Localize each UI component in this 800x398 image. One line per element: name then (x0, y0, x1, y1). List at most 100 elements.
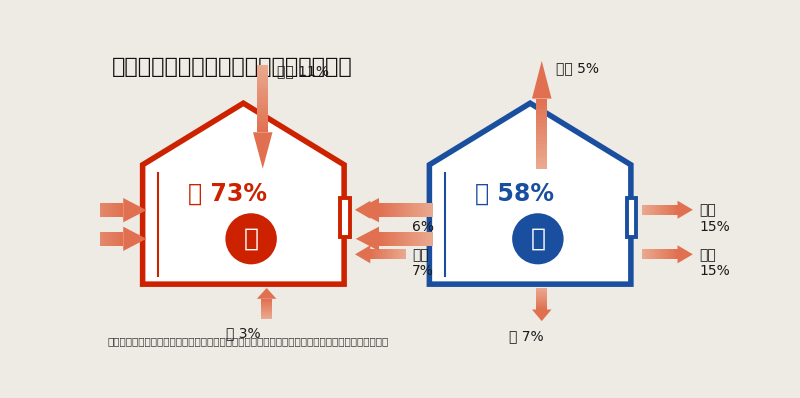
Bar (381, 232, 382, 246)
Bar (653, 249, 654, 259)
Bar (78, 232, 80, 246)
Bar (102, 203, 103, 217)
Text: 屋根 11%: 屋根 11% (277, 65, 329, 79)
Bar (393, 249, 394, 259)
Bar (658, 205, 660, 215)
Polygon shape (142, 103, 344, 284)
Bar (122, 232, 123, 246)
Bar (660, 249, 661, 259)
Bar (373, 249, 374, 259)
Bar (426, 203, 428, 217)
Bar (536, 299, 547, 300)
Bar (94, 203, 96, 217)
Bar (406, 203, 408, 217)
Polygon shape (356, 198, 379, 222)
Bar (258, 85, 268, 88)
Bar (114, 203, 116, 217)
Bar (258, 68, 268, 72)
Bar (402, 249, 404, 259)
Bar (536, 302, 547, 303)
Bar (103, 203, 105, 217)
Bar (536, 151, 547, 155)
Bar (418, 203, 421, 217)
Bar (89, 232, 90, 246)
Bar (399, 205, 400, 215)
Polygon shape (123, 227, 146, 251)
Bar (387, 205, 388, 215)
Bar (114, 232, 116, 246)
Bar (388, 203, 390, 217)
Bar (536, 293, 547, 295)
Bar (673, 205, 674, 215)
Bar (387, 249, 388, 259)
Bar (90, 203, 93, 217)
Bar (669, 249, 670, 259)
Bar (536, 303, 547, 304)
Bar (665, 205, 666, 215)
Bar (392, 203, 394, 217)
Bar (74, 232, 76, 246)
Bar (405, 249, 406, 259)
Bar (673, 249, 674, 259)
Bar (643, 205, 644, 215)
Bar (662, 205, 663, 215)
Bar (676, 205, 678, 215)
Circle shape (224, 212, 278, 266)
Bar (648, 249, 649, 259)
Bar (536, 165, 547, 169)
Bar (404, 249, 405, 259)
Bar (258, 82, 268, 85)
Bar (671, 249, 673, 259)
Bar (402, 232, 404, 246)
Bar (258, 88, 268, 92)
Bar (655, 205, 656, 215)
Bar (258, 75, 268, 78)
Bar (536, 155, 547, 158)
Bar (385, 249, 386, 259)
Bar (89, 203, 90, 217)
Bar (116, 203, 118, 217)
Bar (415, 232, 417, 246)
Polygon shape (257, 288, 276, 299)
Bar (103, 232, 105, 246)
Bar (670, 205, 671, 215)
Text: 窓 73%: 窓 73% (188, 182, 267, 206)
Text: 冬: 冬 (530, 227, 546, 251)
Bar (262, 305, 272, 306)
Bar (262, 317, 272, 318)
Bar (398, 249, 399, 259)
Bar (262, 308, 272, 309)
Bar (675, 205, 676, 215)
Bar (94, 232, 96, 246)
Bar (98, 203, 100, 217)
Bar (424, 232, 426, 246)
Bar (107, 232, 109, 246)
Bar (107, 203, 109, 217)
Bar (536, 305, 547, 306)
Polygon shape (355, 245, 370, 263)
Bar (116, 232, 118, 246)
Bar (71, 203, 73, 217)
Bar (536, 148, 547, 151)
Bar (392, 232, 394, 246)
Bar (536, 130, 547, 134)
Bar (401, 203, 402, 217)
Bar (642, 205, 643, 215)
Bar (536, 290, 547, 291)
Bar (386, 205, 387, 215)
Bar (654, 249, 655, 259)
Bar (536, 105, 547, 109)
Bar (431, 232, 434, 246)
Bar (536, 288, 547, 289)
Bar (662, 249, 663, 259)
Bar (76, 203, 78, 217)
Bar (371, 249, 373, 259)
Bar (100, 203, 102, 217)
Bar (649, 249, 650, 259)
Bar (258, 115, 268, 119)
Text: 換気
15%: 換気 15% (699, 204, 730, 234)
Bar (375, 249, 376, 259)
Bar (404, 203, 406, 217)
Bar (646, 249, 648, 259)
Bar (258, 122, 268, 125)
